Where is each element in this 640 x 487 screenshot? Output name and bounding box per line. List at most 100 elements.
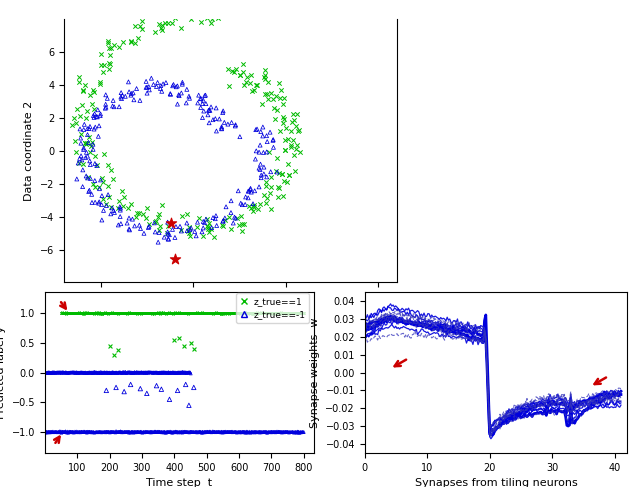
Point xyxy=(239,309,249,317)
Point xyxy=(72,369,83,376)
Point xyxy=(204,225,214,233)
Point xyxy=(209,428,219,436)
Point xyxy=(226,225,236,233)
Point xyxy=(272,428,282,436)
Point xyxy=(42,428,52,435)
Point xyxy=(220,118,230,126)
Point xyxy=(159,309,169,317)
Point xyxy=(80,309,90,317)
Point xyxy=(111,428,122,436)
Point xyxy=(212,429,222,436)
Point xyxy=(170,256,180,263)
Point xyxy=(254,183,264,191)
Point xyxy=(125,309,136,317)
Point xyxy=(152,428,162,436)
Point xyxy=(151,369,161,376)
Point xyxy=(70,429,81,436)
Point xyxy=(82,429,92,437)
Point xyxy=(184,10,194,18)
Point xyxy=(168,429,179,436)
Point xyxy=(285,428,296,436)
Point xyxy=(275,428,285,435)
Point xyxy=(59,369,69,376)
Point xyxy=(159,309,169,317)
Point xyxy=(136,428,146,435)
Point xyxy=(111,427,121,435)
Point xyxy=(200,309,210,317)
Point xyxy=(94,428,104,436)
Point xyxy=(138,369,148,376)
Point xyxy=(129,429,139,437)
Point xyxy=(76,309,86,317)
Point xyxy=(110,309,120,317)
Point xyxy=(195,309,205,317)
Point xyxy=(136,429,147,436)
Point xyxy=(150,309,161,317)
Point xyxy=(244,79,255,87)
Point xyxy=(154,369,164,376)
Point xyxy=(131,309,141,317)
Point xyxy=(188,429,198,436)
Point xyxy=(115,213,125,221)
Point xyxy=(285,429,296,436)
Point xyxy=(95,112,106,120)
Point xyxy=(123,309,133,317)
Point xyxy=(249,428,259,435)
Point xyxy=(159,369,169,376)
Point xyxy=(219,428,229,436)
Point xyxy=(91,310,101,318)
Point xyxy=(118,38,128,46)
Point xyxy=(97,309,107,317)
Point xyxy=(173,369,184,376)
Point xyxy=(170,14,180,21)
Point xyxy=(233,428,243,436)
Point xyxy=(76,368,86,376)
Point xyxy=(157,369,167,376)
Point xyxy=(141,368,151,376)
Point xyxy=(283,135,293,143)
Point xyxy=(274,79,284,87)
Point xyxy=(165,369,175,376)
Point xyxy=(45,428,56,435)
Point xyxy=(285,143,296,150)
Point xyxy=(109,429,119,436)
Point xyxy=(170,309,180,317)
Point xyxy=(85,148,95,156)
Point xyxy=(185,309,195,317)
Point xyxy=(255,160,266,168)
Point xyxy=(202,222,212,230)
Point xyxy=(252,310,262,318)
Point xyxy=(140,309,150,317)
Point xyxy=(156,369,166,376)
Point xyxy=(117,309,127,317)
Point xyxy=(262,132,272,140)
Point xyxy=(183,428,193,436)
Point xyxy=(81,428,91,436)
Point xyxy=(298,429,308,436)
Point xyxy=(287,429,297,436)
Point xyxy=(181,368,191,376)
Point xyxy=(271,309,282,317)
Point xyxy=(173,369,183,376)
Point xyxy=(40,369,51,377)
Point xyxy=(107,368,117,376)
Point xyxy=(129,369,139,376)
Point xyxy=(192,310,202,318)
Point xyxy=(168,82,178,90)
Point xyxy=(108,429,118,436)
Y-axis label: Data coordinate 2: Data coordinate 2 xyxy=(24,101,35,201)
Point xyxy=(242,309,252,317)
Point xyxy=(68,309,78,317)
Point xyxy=(40,369,51,377)
Point xyxy=(291,428,301,436)
Point xyxy=(196,95,206,103)
Point xyxy=(203,309,213,317)
Point xyxy=(142,309,152,317)
Point xyxy=(164,369,175,377)
Point xyxy=(262,90,272,98)
Point xyxy=(140,369,150,376)
Point xyxy=(80,369,90,377)
Point xyxy=(168,429,178,436)
Point xyxy=(140,309,150,317)
Point xyxy=(279,177,289,185)
